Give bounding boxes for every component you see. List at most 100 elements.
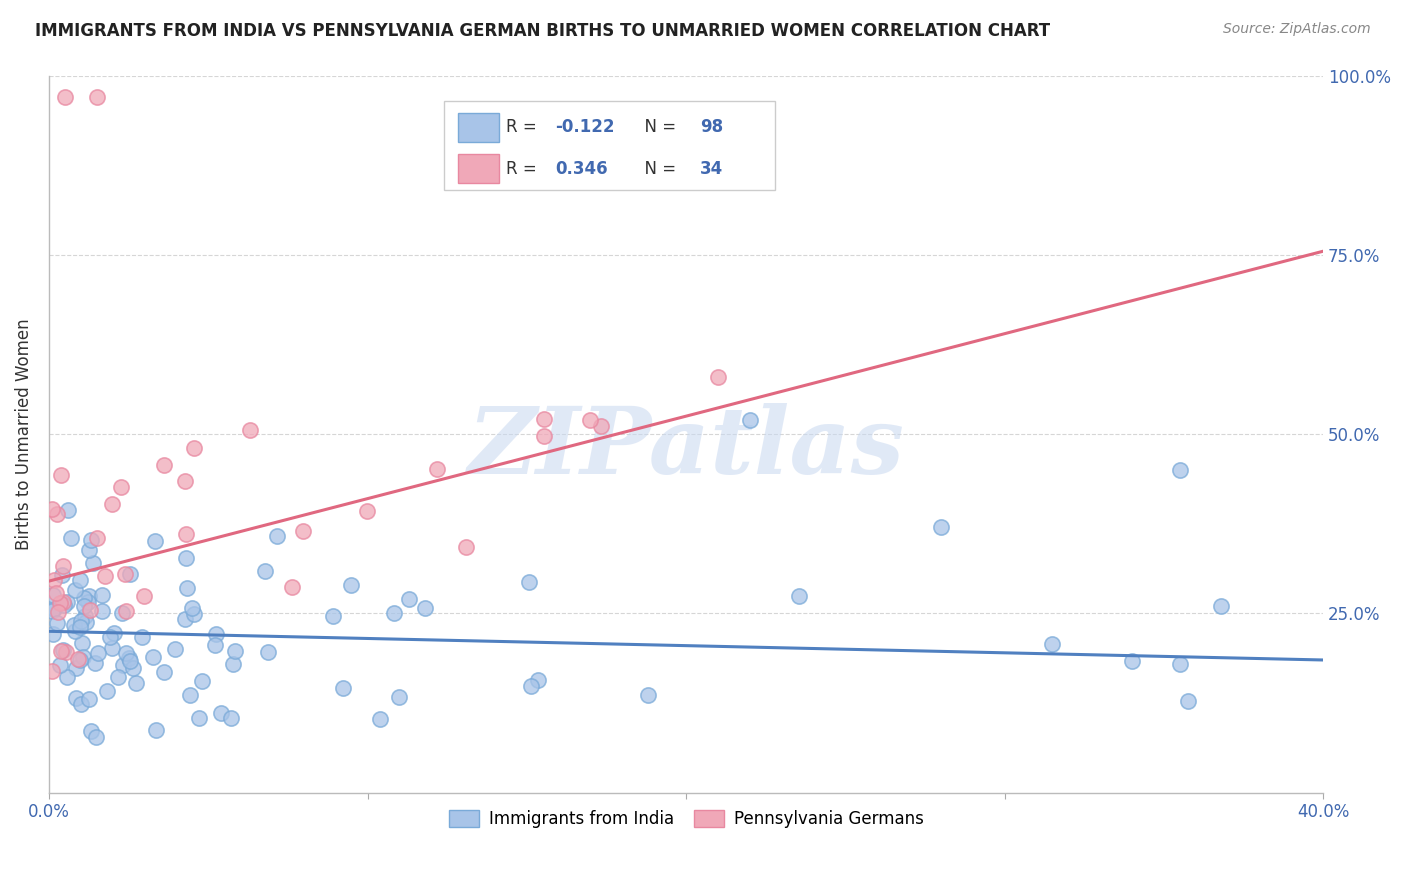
Point <box>94 569 117 583</box>
Point <box>110 480 132 494</box>
Point <box>176 550 198 565</box>
Point <box>56 595 79 609</box>
Point <box>1168 657 1191 671</box>
Point <box>75 615 97 630</box>
Point <box>46 615 69 630</box>
Point <box>69 653 91 667</box>
Text: 34: 34 <box>700 160 723 178</box>
Point <box>153 458 176 472</box>
Point <box>131 631 153 645</box>
Point <box>398 591 420 606</box>
Point <box>46 605 69 619</box>
Point <box>72 650 94 665</box>
Point <box>41 604 63 618</box>
Point <box>738 413 761 427</box>
Point <box>80 533 103 547</box>
Point <box>117 650 139 665</box>
Point <box>70 614 93 628</box>
Point <box>1040 636 1063 650</box>
Point <box>69 573 91 587</box>
Point <box>153 665 176 680</box>
Point <box>332 681 354 695</box>
Point <box>79 692 101 706</box>
Point <box>41 664 63 678</box>
Point <box>75 609 97 624</box>
Text: Source: ZipAtlas.com: Source: ZipAtlas.com <box>1223 22 1371 37</box>
FancyBboxPatch shape <box>458 154 499 183</box>
Point <box>527 673 550 687</box>
Point <box>111 607 134 621</box>
Point <box>256 645 278 659</box>
Point <box>183 607 205 622</box>
Point <box>191 674 214 689</box>
Point <box>42 602 65 616</box>
Point <box>100 630 122 644</box>
Point <box>188 711 211 725</box>
Point <box>707 369 730 384</box>
Point <box>52 559 75 574</box>
Point <box>45 508 67 522</box>
Point <box>49 468 72 483</box>
Point <box>82 556 104 570</box>
Point <box>86 531 108 545</box>
Point <box>356 504 378 518</box>
Point <box>41 502 63 516</box>
Point <box>173 612 195 626</box>
Point <box>533 429 555 443</box>
Point <box>69 620 91 634</box>
Point <box>65 661 87 675</box>
Point <box>589 418 612 433</box>
Legend: Immigrants from India, Pennsylvania Germans: Immigrants from India, Pennsylvania Germ… <box>441 803 931 835</box>
Point <box>107 670 129 684</box>
Point <box>205 627 228 641</box>
Point <box>70 697 93 711</box>
Text: -0.122: -0.122 <box>555 119 614 136</box>
Text: R =: R = <box>506 119 543 136</box>
Point <box>145 723 167 738</box>
Point <box>115 646 138 660</box>
Point <box>339 578 361 592</box>
Point <box>42 573 65 587</box>
Point <box>51 567 73 582</box>
Point <box>222 657 245 671</box>
Point <box>368 712 391 726</box>
Point <box>77 543 100 558</box>
Point <box>1209 599 1232 614</box>
Point <box>101 641 124 656</box>
Point <box>65 582 87 597</box>
Point <box>209 706 232 720</box>
Point <box>142 649 165 664</box>
Point <box>1121 654 1143 668</box>
Point <box>533 412 555 426</box>
Point <box>84 731 107 745</box>
Point <box>180 600 202 615</box>
Point <box>382 607 405 621</box>
Point <box>42 627 65 641</box>
Point <box>1177 694 1199 708</box>
Point <box>63 624 86 638</box>
Point <box>65 691 87 706</box>
Point <box>45 586 67 600</box>
Point <box>80 723 103 738</box>
Point <box>125 676 148 690</box>
Point <box>90 588 112 602</box>
Point <box>79 603 101 617</box>
Point <box>143 534 166 549</box>
Point <box>280 580 302 594</box>
Text: 98: 98 <box>700 119 723 136</box>
Point <box>86 90 108 104</box>
Point <box>224 643 246 657</box>
Point <box>70 635 93 649</box>
Point <box>111 657 134 672</box>
Point <box>77 589 100 603</box>
Text: N =: N = <box>634 119 681 136</box>
Point <box>63 617 86 632</box>
Point <box>929 520 952 534</box>
Point <box>49 596 72 610</box>
Point <box>114 566 136 581</box>
Point <box>253 564 276 578</box>
Text: N =: N = <box>634 160 681 178</box>
Point <box>55 645 77 659</box>
Text: ZIPatlas: ZIPatlas <box>468 403 904 493</box>
Point <box>103 626 125 640</box>
